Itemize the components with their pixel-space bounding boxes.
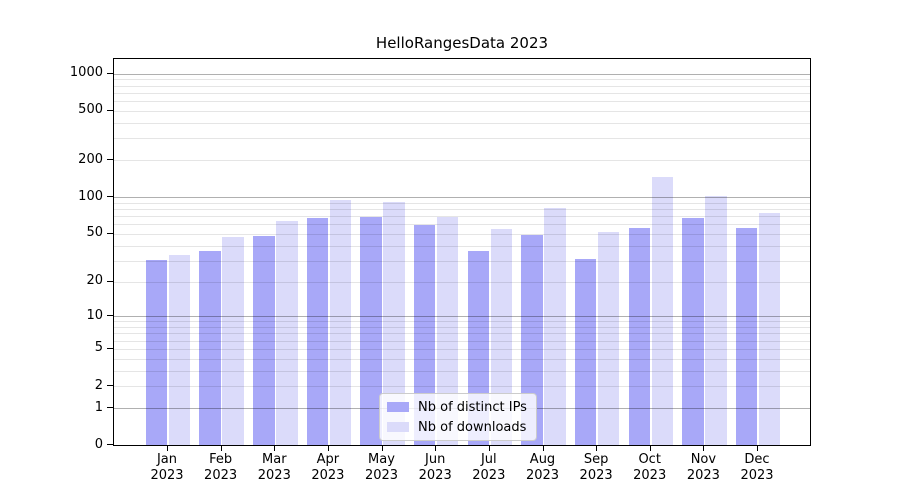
x-tick-label: Oct 2023 — [633, 452, 667, 483]
x-tick — [327, 446, 329, 451]
bar — [490, 228, 513, 445]
y-tick-label: 500 — [78, 102, 103, 118]
y-tick — [107, 109, 113, 111]
y-tick — [107, 385, 113, 387]
bar — [329, 199, 352, 445]
x-tick-label: Jan 2023 — [150, 452, 184, 483]
legend: Nb of distinct IPs Nb of downloads — [379, 393, 537, 441]
y-tick — [107, 280, 113, 282]
bar — [682, 217, 704, 445]
x-tick-label: Jul 2023 — [472, 452, 506, 483]
x-tick — [274, 446, 276, 451]
x-tick-label: Feb 2023 — [204, 452, 238, 483]
legend-swatch-distinct-ips — [387, 402, 409, 412]
legend-item-distinct-ips: Nb of distinct IPs — [387, 399, 527, 415]
bar — [222, 237, 244, 445]
x-tick — [703, 446, 705, 451]
bar — [597, 231, 620, 445]
bar — [253, 236, 275, 445]
bar — [360, 217, 382, 445]
legend-label-distinct-ips: Nb of distinct IPs — [418, 399, 527, 415]
bar — [705, 196, 727, 445]
x-tick-label: Nov 2023 — [686, 452, 720, 483]
x-tick — [757, 446, 758, 451]
y-tick — [107, 159, 113, 160]
x-tick — [167, 446, 168, 451]
bar — [145, 260, 168, 445]
bar — [168, 255, 191, 445]
x-tick-label: Apr 2023 — [311, 452, 345, 483]
y-tick-label: 50 — [86, 225, 103, 241]
x-tick — [649, 446, 651, 451]
x-tick-label: Aug 2023 — [525, 452, 560, 483]
y-tick-label: 0 — [94, 436, 103, 452]
x-tick — [220, 446, 222, 451]
y-tick-label: 5 — [94, 340, 103, 356]
legend-label-downloads: Nb of downloads — [418, 419, 527, 435]
y-tick — [107, 315, 113, 317]
legend-item-downloads: Nb of downloads — [387, 419, 527, 435]
bar — [436, 217, 459, 445]
bar — [758, 212, 781, 445]
y-tick-label: 1000 — [69, 65, 103, 81]
y-tick-label: 10 — [86, 307, 103, 323]
bar — [306, 217, 329, 445]
bars-layer — [114, 59, 810, 445]
x-tick-label: Jun 2023 — [418, 452, 452, 483]
bar — [628, 227, 650, 445]
y-tick — [107, 72, 113, 74]
x-tick — [596, 446, 598, 451]
bar — [413, 224, 436, 445]
x-tick — [542, 446, 544, 451]
bar — [199, 250, 221, 445]
y-tick — [107, 347, 113, 349]
y-tick — [107, 407, 113, 408]
y-tick-label: 100 — [78, 188, 103, 204]
y-tick-label: 20 — [86, 273, 103, 288]
y-tick — [107, 232, 113, 234]
x-tick-label: Mar 2023 — [257, 452, 291, 483]
x-tick — [488, 446, 490, 451]
bar — [735, 227, 758, 445]
y-tick — [107, 444, 113, 446]
x-tick-label: Sep 2023 — [579, 452, 613, 483]
y-tick-label: 2 — [94, 377, 103, 393]
legend-swatch-downloads — [387, 422, 409, 432]
x-tick — [435, 446, 437, 451]
bar — [521, 235, 543, 445]
y-tick — [107, 196, 113, 197]
x-tick-label: Dec 2023 — [740, 452, 774, 483]
x-tick — [381, 446, 383, 451]
chart-title: HelloRangesData 2023 — [375, 34, 549, 52]
y-tick-label: 200 — [78, 151, 103, 167]
y-tick-label: 1 — [94, 399, 103, 415]
bar — [383, 202, 405, 445]
bar — [544, 208, 566, 445]
x-tick-label: May 2023 — [364, 452, 399, 483]
plot-area: Nb of distinct IPs Nb of downloads — [113, 58, 811, 446]
bar — [276, 221, 298, 445]
bar — [651, 177, 673, 445]
bar — [574, 258, 597, 445]
